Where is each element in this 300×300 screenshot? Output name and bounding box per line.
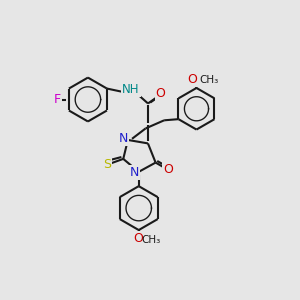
Text: O: O xyxy=(133,232,143,245)
Text: CH₃: CH₃ xyxy=(142,236,161,245)
Text: O: O xyxy=(188,74,197,86)
Text: O: O xyxy=(156,87,166,100)
Text: N: N xyxy=(119,132,128,145)
Text: N: N xyxy=(130,167,139,179)
Text: CH₃: CH₃ xyxy=(199,75,218,85)
Text: NH: NH xyxy=(122,83,140,96)
Text: S: S xyxy=(103,158,111,171)
Text: F: F xyxy=(54,93,61,106)
Text: O: O xyxy=(164,163,173,176)
